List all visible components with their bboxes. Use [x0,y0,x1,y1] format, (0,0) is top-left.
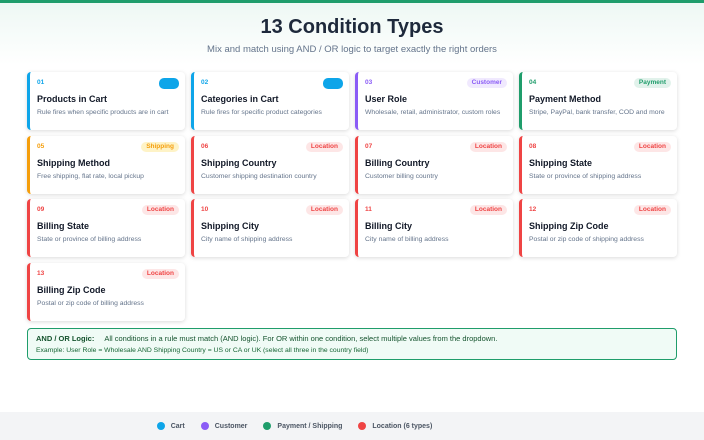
card-title: Billing City [365,221,412,231]
card-description: Free shipping, flat rate, local pickup [37,172,144,180]
card-number: 08 [529,142,537,150]
card-number: 01 [37,79,45,86]
condition-card: 03 Customer User Role Wholesale, retail, ad… [355,72,513,130]
card-title: Shipping Method [37,157,110,168]
legend-item: Location (6 types) [358,422,432,430]
card-title: Billing Zip Code [37,284,106,295]
card-title: Shipping Country [201,157,277,168]
legend-item: Customer [200,422,248,430]
card-description: Customer billing country [365,172,438,180]
card-number: 12 [529,206,537,213]
header: 13 Condition Types Mix and match using A… [0,3,704,65]
condition-card: 02 Categories in Cart Rule fires for speci… [191,72,349,130]
card-description: Postal or zip code of shipping address [529,236,644,243]
legend-dot [358,422,367,430]
card-number: 13 [37,269,45,277]
legend-item: Payment / Shipping [263,422,342,430]
subtitle: Mix and match using AND / OR logic to ta… [207,44,497,55]
legend-dot [263,422,272,430]
legend-label: Location (6 types) [372,422,433,430]
card-number: 05 [37,142,45,150]
card-badge: Location [141,205,179,215]
card-badge: Payment [633,78,671,88]
legend-label: Payment / Shipping [277,422,343,430]
card-description: City name of shipping address [201,236,293,243]
condition-card: 09 Location Billing State State or province… [27,199,185,257]
condition-card: 13 Location Billing Zip Code Postal or zip … [27,262,185,321]
legend: Cart Customer Payment / Shipping Location (… [0,412,704,440]
card-number: 06 [201,142,209,150]
card-description: State or province of billing address [37,236,142,243]
condition-card: 12 Location Shipping Zip Code Postal or zip… [519,199,677,257]
card-description: Wholesale, retail, administrator, custom… [365,109,501,116]
note-label: AND / OR Logic: [36,334,95,343]
card-number: 02 [201,79,209,86]
card-title: Billing State [37,221,90,231]
card-number: 07 [365,142,373,150]
condition-card: 05 Shipping Shipping Method Free shipping, … [27,135,185,194]
card-title: Categories in Cart [201,94,279,104]
card-badge: Location [469,141,507,152]
card-badge: Location [305,141,343,152]
note-text: All conditions in a rule must match (AND… [104,334,498,343]
card-badge: Location [469,205,507,215]
card-badge: Location [633,141,671,152]
card-title: Products in Cart [37,94,108,104]
card-title: Shipping State [529,157,592,168]
condition-card: 01 Products in Cart Rule fires when specif… [27,72,185,130]
title: 13 Condition Types [260,16,444,38]
card-title: Shipping Zip Code [529,221,609,231]
card-badge [159,78,179,89]
card-description: Stripe, PayPal, bank transfer, COD and m… [529,109,665,116]
card-number: 04 [529,79,537,86]
logic-note: AND / OR Logic: All conditions in a rule … [27,328,677,360]
card-number: 03 [365,79,373,86]
legend-item: Cart [156,422,185,430]
card-badge: Shipping [141,141,179,152]
legend-dot [156,422,165,430]
card-title: User Role [365,94,408,104]
card-title: Payment Method [529,94,602,104]
condition-card: 08 Location Shipping State State or provinc… [519,135,677,194]
legend-label: Customer [214,422,248,430]
card-number: 10 [201,206,209,213]
card-number: 09 [37,206,45,213]
card-badge: Location [633,205,671,215]
condition-card: 04 Payment Payment Method Stripe, PayPal, b… [519,72,677,130]
card-badge: Location [141,268,179,279]
card-description: City name of billing address [365,236,449,243]
card-badge: Customer [466,78,507,88]
note-example: Example: User Role = Wholesale AND Shipp… [36,347,369,354]
card-badge [323,78,343,89]
card-title: Billing Country [365,157,430,168]
condition-card: 07 Location Billing Country Customer billin… [355,135,513,194]
condition-card: 10 Location Shipping City City name of ship… [191,199,349,257]
card-description: Customer shipping destination country [201,172,317,180]
card-description: State or province of shipping address [529,172,642,180]
legend-label: Cart [170,422,185,430]
card-description: Postal or zip code of billing address [37,299,144,307]
card-badge: Location [305,205,343,215]
card-description: Rule fires when specific products are in… [37,109,169,116]
top-bar [0,0,704,3]
condition-card: 11 Location Billing City City name of billi… [355,199,513,257]
card-title: Shipping City [201,221,259,231]
card-description: Rule fires for specific product categori… [201,109,322,116]
card-number: 11 [365,206,372,213]
legend-dot [200,422,209,430]
condition-card: 06 Location Shipping Country Customer shipp… [191,135,349,194]
